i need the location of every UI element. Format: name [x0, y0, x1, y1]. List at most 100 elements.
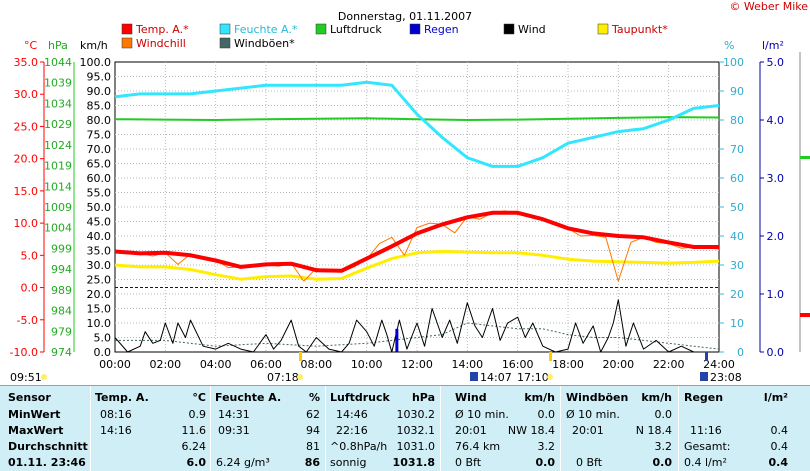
hdr-press: Luftdruck	[330, 391, 390, 404]
avg-temp: 6.24	[181, 440, 207, 453]
sun-icon	[297, 374, 303, 380]
temp-tick-label: 20.0	[14, 153, 39, 166]
max-press: 1032.1	[396, 424, 436, 437]
weather-chart: Donnerstag, 01.11.2007 © Weber Mike Temp…	[9, 0, 810, 384]
cur-temp: 6.0	[186, 456, 207, 469]
x-tick-label: 12:00	[401, 358, 433, 371]
legend-label: Windchill	[136, 37, 186, 50]
moonrise-label: 09:51	[10, 371, 42, 384]
max-rain: 0.4	[770, 424, 789, 437]
legend-label: Windböen*	[234, 37, 295, 50]
min-wind-label: Ø 10 min.	[455, 408, 509, 421]
legend-label: Regen	[424, 23, 459, 36]
rain-tick-label: 4.0	[767, 114, 785, 127]
row-avg-label: Durchschnitt	[8, 440, 88, 453]
pressure-tick-label: 1044	[44, 56, 72, 69]
sunrise-label: 07:18	[267, 371, 299, 384]
min-wind: 0.0	[537, 408, 556, 421]
series-dewpoint-line	[114, 250, 720, 281]
wind-tick-label: 90.0	[87, 85, 112, 98]
pressure-tick-label: 1034	[44, 97, 72, 110]
humidity-tick-label: 0	[737, 346, 744, 359]
legend-swatch	[219, 23, 231, 35]
hdr-gust: Windböen	[566, 391, 629, 404]
pressure-tick-label: 1004	[44, 222, 72, 235]
pressure-unit-label: hPa	[48, 39, 68, 52]
legend-swatch	[409, 23, 421, 35]
min-hum: 62	[306, 408, 320, 421]
row-max-label: MaxWert	[8, 424, 64, 437]
tick-labels: 00:00 02:00 04:00 06:00 08:00 10:00 12:00 14:00…	[10, 52, 810, 371]
pressure-tick-label: 1024	[44, 139, 72, 152]
pressure-tick-label: 979	[51, 325, 72, 338]
cur-press-word: sonnig	[330, 456, 367, 469]
x-tick-label: 22:00	[653, 358, 685, 371]
wind-tick-label: 25.0	[87, 274, 112, 287]
rain-bar	[395, 328, 399, 352]
legend-label: Luftdruck	[330, 23, 382, 36]
pressure-tick-label: 994	[51, 263, 72, 276]
humidity-tick-label: 20	[730, 288, 744, 301]
hdr-wind: Wind	[455, 391, 487, 404]
cur-wind-bft: 0 Bft	[455, 456, 482, 469]
max-temp-time: 14:16	[100, 424, 132, 437]
x-tick-label: 24:00	[703, 358, 735, 371]
cur-rain-total: 0.4 l/m²	[684, 456, 727, 469]
x-tick-label: 06:00	[250, 358, 282, 371]
cur-wind: 0.0	[535, 456, 556, 469]
wind-tick-label: 30.0	[87, 259, 112, 272]
cur-press: 1031.8	[392, 456, 435, 469]
rain-tick-label: 2.0	[767, 230, 785, 243]
cur-gust-bft: 0 Bft	[576, 456, 603, 469]
wind-tick-label: 10.0	[87, 317, 112, 330]
pressure-tick-label: 974	[51, 346, 72, 359]
min-press: 1030.2	[396, 408, 436, 421]
avg-gust: 3.2	[654, 440, 673, 453]
wind-tick-label: 80.0	[87, 114, 112, 127]
hdr-temp: Temp. A.	[95, 391, 149, 404]
wind-tick-label: 20.0	[87, 288, 112, 301]
humidity-tick-label: 50	[730, 201, 744, 214]
wind-unit-label: km/h	[80, 39, 108, 52]
humidity-tick-label: 40	[730, 230, 744, 243]
temp-tick-label: 35.0	[14, 56, 39, 69]
hdr-rain: Regen	[684, 391, 724, 404]
temp-tick-label: 30.0	[14, 88, 39, 101]
pressure-tick-label: 999	[51, 242, 72, 255]
sunrise-marker	[299, 352, 302, 361]
max-hum: 94	[306, 424, 320, 437]
sunset-label: 17:10	[517, 371, 549, 384]
humidity-tick-label: 80	[730, 114, 744, 127]
humidity-unit-label: %	[724, 39, 734, 52]
hdr-press-unit: hPa	[411, 391, 435, 404]
legend-swatch	[597, 23, 609, 35]
series-temp-line	[114, 210, 719, 273]
avg-rain-label: Gesamt:	[684, 440, 731, 453]
axis-units: °C hPa km/h% l/m²	[24, 39, 784, 52]
moon-label-2: 23:08	[710, 371, 742, 384]
wind-tick-label: 5.0	[94, 332, 112, 345]
pressure-tick-label: 1014	[44, 180, 72, 193]
moon-label-1: 14:07	[480, 371, 512, 384]
wind-tick-label: 100.0	[80, 56, 112, 69]
max-press-time: 22:16	[336, 424, 368, 437]
legend: Temp. A.* Feuchte A.* Luftdruck Regen Wind Ta…	[121, 23, 668, 50]
wind-tick-label: 50.0	[87, 201, 112, 214]
stats-table	[0, 386, 810, 471]
legend-swatch	[121, 23, 133, 35]
legend-label: Taupunkt*	[611, 23, 668, 36]
pressure-tick-label: 1009	[44, 201, 72, 214]
x-tick-label: 10:00	[351, 358, 383, 371]
avg-hum: 81	[306, 440, 320, 453]
sun-icon	[41, 374, 47, 380]
hdr-wind-unit: km/h	[524, 391, 555, 404]
wind-tick-label: 0.0	[94, 346, 112, 359]
wind-tick-label: 75.0	[87, 129, 112, 142]
temp-tick-label: 10.0	[14, 217, 39, 230]
avg-wind-dist: 76.4 km	[455, 440, 501, 453]
min-temp: 0.9	[188, 408, 207, 421]
rain-tick-label: 5.0	[767, 56, 785, 69]
max-wind: NW 18.4	[507, 424, 555, 437]
cur-rain: 0.4	[768, 456, 789, 469]
x-tick-label: 18:00	[552, 358, 584, 371]
